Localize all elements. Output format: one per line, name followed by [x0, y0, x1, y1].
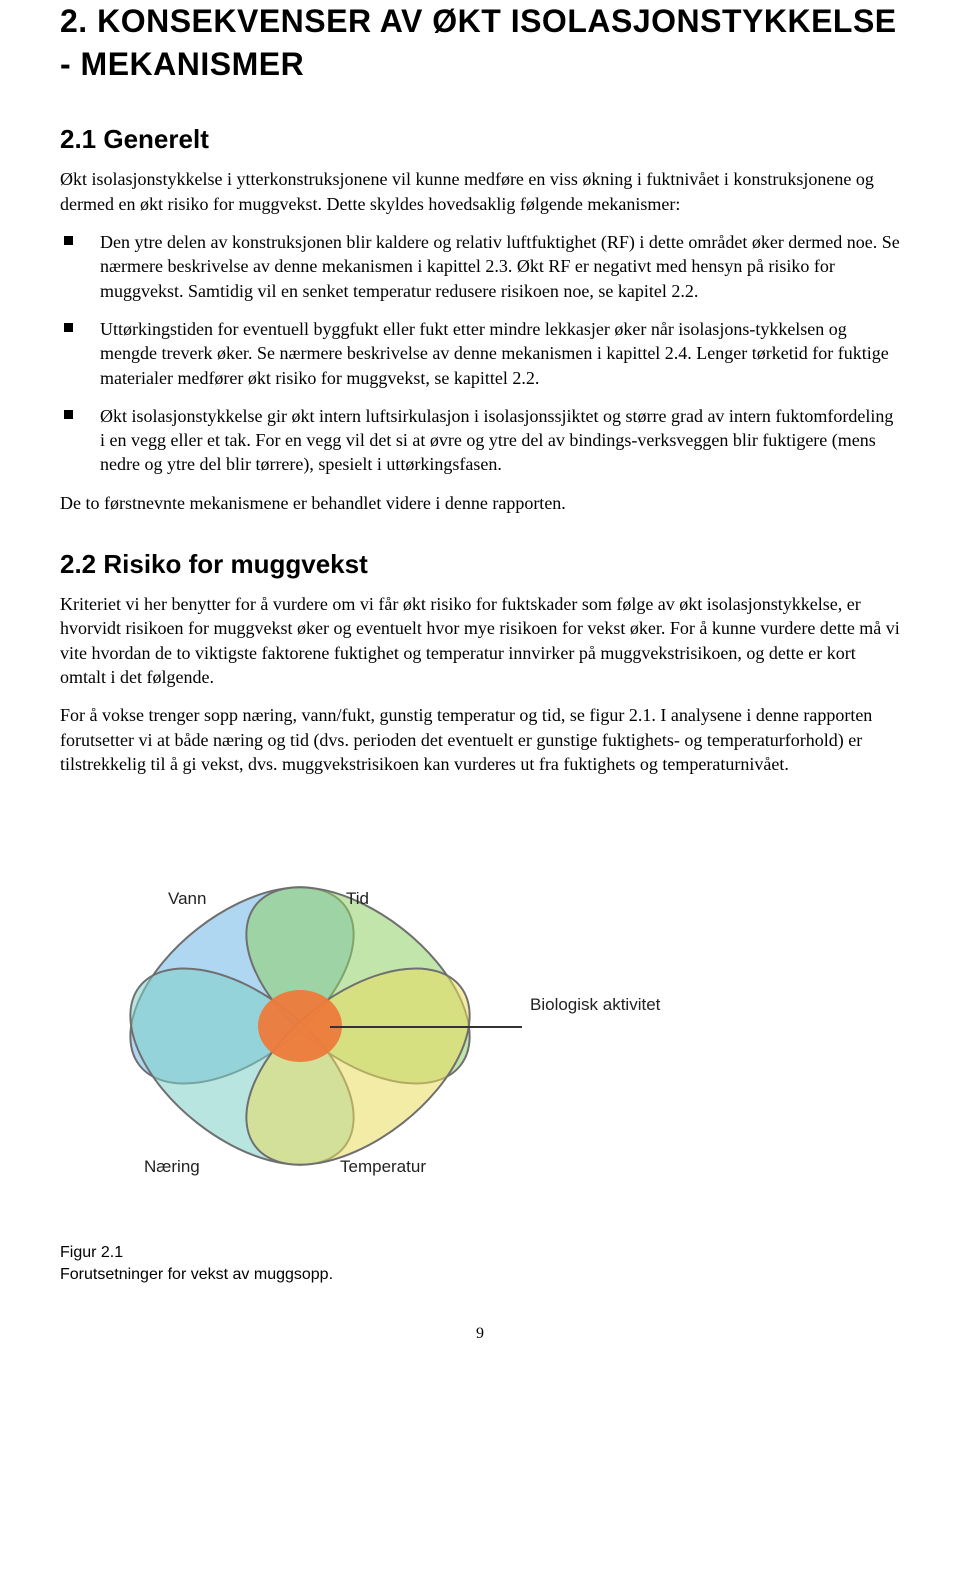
- page-number: 9: [60, 1323, 900, 1345]
- figure-caption-line2: Forutsetninger for vekst av muggsopp.: [60, 1264, 900, 1286]
- figure-caption: Figur 2.1 Forutsetninger for vekst av mu…: [60, 1242, 900, 1285]
- venn-label-naering: Næring: [144, 1156, 200, 1179]
- mechanism-list: Den ytre delen av konstruksjonen blir ka…: [60, 230, 900, 477]
- section-2-2-title: 2.2 Risiko for muggvekst: [60, 547, 900, 582]
- venn-leader-line: [330, 1026, 522, 1028]
- venn-label-temperatur: Temperatur: [340, 1156, 426, 1179]
- section-2-1-outro: De to førstnevnte mekanismene er behandl…: [60, 491, 900, 515]
- chapter-heading: 2. KONSEKVENSER AV ØKT ISOLASJONSTYKKELS…: [60, 0, 900, 86]
- section-2-1-title: 2.1 Generelt: [60, 122, 900, 157]
- section-2-2-p2: For å vokse trenger sopp næring, vann/fu…: [60, 703, 900, 776]
- list-item: Økt isolasjonstykkelse gir økt intern lu…: [60, 404, 900, 477]
- list-item: Uttørkingstiden for eventuell byggfukt e…: [60, 317, 900, 390]
- figure-caption-line1: Figur 2.1: [60, 1242, 900, 1264]
- section-2-2-p1: Kriteriet vi her benytter for å vurdere …: [60, 592, 900, 689]
- section-2-1-intro: Økt isolasjonstykkelse i ytterkonstruksj…: [60, 167, 900, 216]
- venn-label-bio: Biologisk aktivitet: [530, 994, 660, 1017]
- list-item: Den ytre delen av konstruksjonen blir ka…: [60, 230, 900, 303]
- venn-diagram: Vann Tid Næring Temperatur Biologisk akt…: [60, 816, 700, 1236]
- figure-2-1: Vann Tid Næring Temperatur Biologisk akt…: [60, 816, 900, 1285]
- venn-label-vann: Vann: [168, 888, 206, 911]
- venn-label-tid: Tid: [346, 888, 369, 911]
